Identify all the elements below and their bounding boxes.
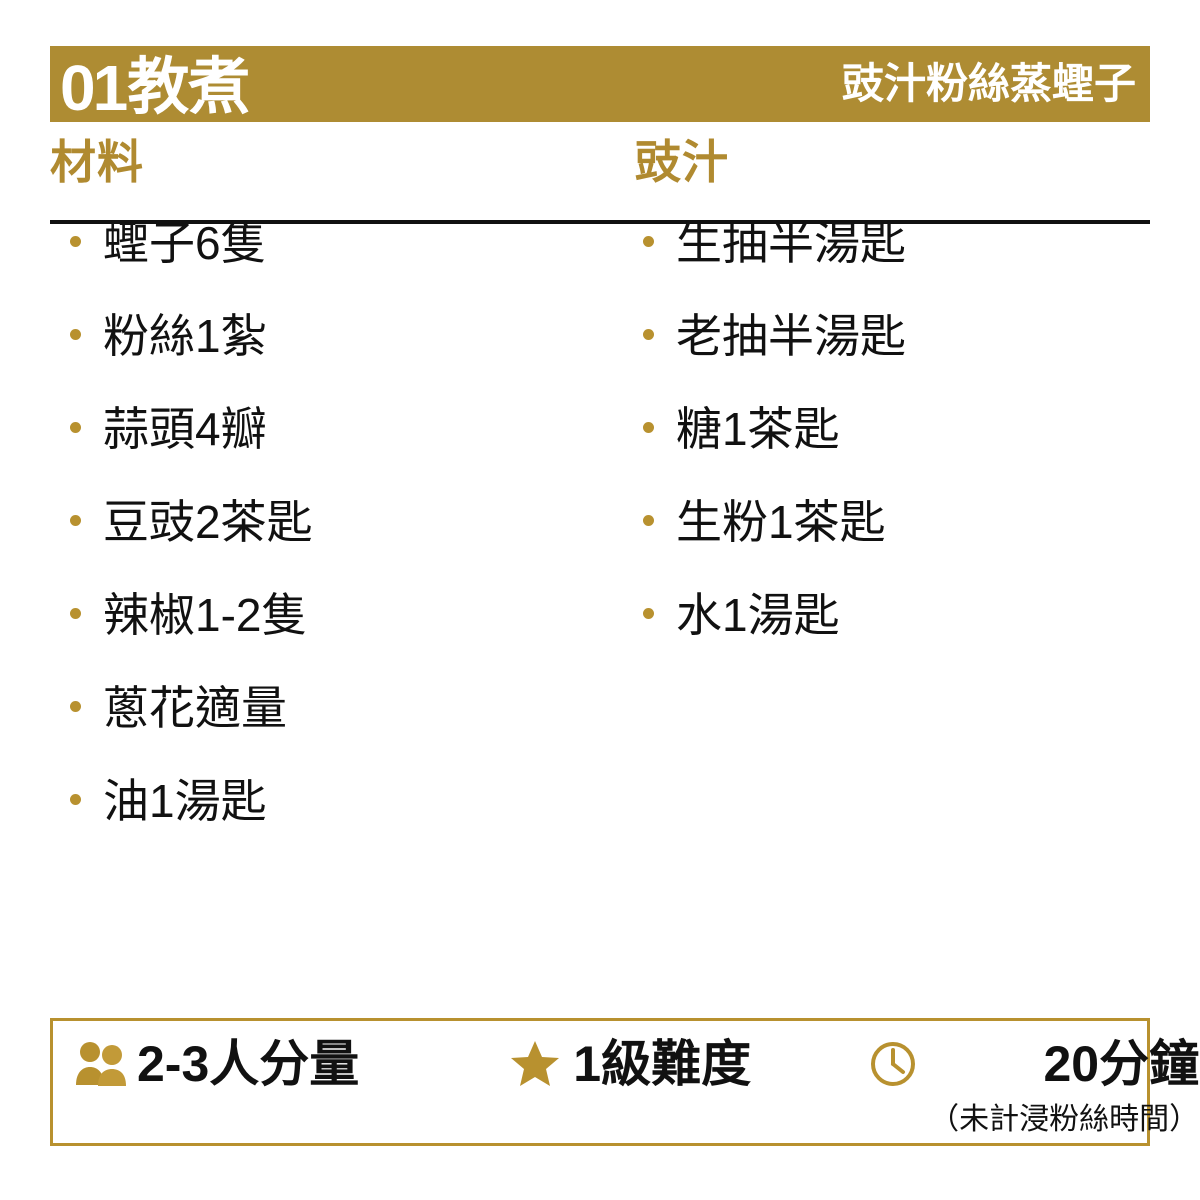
- list-item: 水1湯匙: [643, 592, 1150, 685]
- recipe-meta-box: 2-3人分量 1級難度 20分鐘 （未計浸粉絲時間）: [50, 1018, 1199, 1146]
- ingredient-text: 豆豉2茶匙: [103, 496, 313, 548]
- time-meta: 20分鐘 （未計浸粉絲時間）: [869, 1039, 1199, 1135]
- time-note: （未計浸粉絲時間）: [929, 1103, 1200, 1136]
- list-item: 蟶子6隻: [70, 220, 600, 313]
- bullet-icon: [70, 701, 81, 712]
- sauce-text: 生粉1茶匙: [676, 496, 886, 548]
- ingredient-text: 蔥花適量: [103, 682, 287, 734]
- list-item: 糖1茶匙: [643, 406, 1150, 499]
- sauce-heading: 豉汁: [635, 136, 729, 188]
- ingredient-text: 蒜頭4瓣: [103, 403, 267, 455]
- bullet-icon: [70, 422, 81, 433]
- ingredient-text: 粉絲1紮: [103, 310, 267, 362]
- bullet-icon: [643, 329, 654, 340]
- bullet-icon: [70, 515, 81, 526]
- bullet-icon: [70, 329, 81, 340]
- list-item: 蒜頭4瓣: [70, 406, 600, 499]
- heading-divider: [50, 220, 1150, 224]
- brand-number: 01: [60, 51, 128, 124]
- list-item: 蔥花適量: [70, 685, 600, 778]
- sauce-text: 糖1茶匙: [676, 403, 840, 455]
- bullet-icon: [70, 794, 81, 805]
- list-item: 豆豉2茶匙: [70, 499, 600, 592]
- bullet-icon: [643, 422, 654, 433]
- people-icon: [75, 1041, 131, 1087]
- ingredient-text: 蟶子6隻: [103, 217, 267, 269]
- header-bar: 01 教煮 豉汁粉絲蒸蟶子: [50, 46, 1150, 122]
- servings-label: 2-3人分量: [137, 1036, 360, 1092]
- list-item: 生粉1茶匙: [643, 499, 1150, 592]
- bullet-icon: [643, 515, 654, 526]
- list-item: 油1湯匙: [70, 778, 600, 871]
- ingredients-column: 材料 蟶子6隻 粉絲1紮 蒜頭4瓣 豆豉2茶匙: [50, 138, 600, 849]
- list-item: 老抽半湯匙: [643, 313, 1150, 406]
- bullet-icon: [70, 236, 81, 247]
- difficulty-label: 1級難度: [573, 1036, 752, 1092]
- recipe-title: 豉汁粉絲蒸蟶子: [841, 60, 1136, 107]
- sauce-list: 生抽半湯匙 老抽半湯匙 糖1茶匙 生粉1茶匙 水1湯匙: [643, 220, 1150, 685]
- bullet-icon: [643, 236, 654, 247]
- brand-logo: 01 教煮: [60, 51, 250, 124]
- sauce-text: 生抽半湯匙: [676, 217, 906, 269]
- sauce-column: 豉汁 生抽半湯匙 老抽半湯匙 糖1茶匙 生粉1茶匙: [600, 138, 1150, 849]
- brand-word: 教煮: [127, 53, 250, 123]
- star-icon: [509, 1039, 561, 1089]
- ingredients-heading: 材料: [50, 136, 144, 188]
- difficulty-meta: 1級難度: [509, 1039, 751, 1089]
- ingredient-columns: 材料 蟶子6隻 粉絲1紮 蒜頭4瓣 豆豉2茶匙: [50, 138, 1150, 849]
- list-item: 粉絲1紮: [70, 313, 600, 406]
- ingredient-text: 辣椒1-2隻: [103, 589, 308, 641]
- servings-meta: 2-3人分量: [75, 1039, 359, 1089]
- ingredient-text: 油1湯匙: [103, 775, 267, 827]
- sauce-text: 水1湯匙: [676, 589, 840, 641]
- list-item: 生抽半湯匙: [643, 220, 1150, 313]
- time-label: 20分鐘: [1043, 1036, 1200, 1092]
- ingredients-list: 蟶子6隻 粉絲1紮 蒜頭4瓣 豆豉2茶匙 辣椒1-2隻: [70, 220, 600, 871]
- clock-icon: [869, 1040, 917, 1088]
- sauce-text: 老抽半湯匙: [676, 310, 906, 362]
- list-item: 辣椒1-2隻: [70, 592, 600, 685]
- time-text-stack: 20分鐘 （未計浸粉絲時間）: [929, 1039, 1199, 1135]
- bullet-icon: [643, 608, 654, 619]
- bullet-icon: [70, 608, 81, 619]
